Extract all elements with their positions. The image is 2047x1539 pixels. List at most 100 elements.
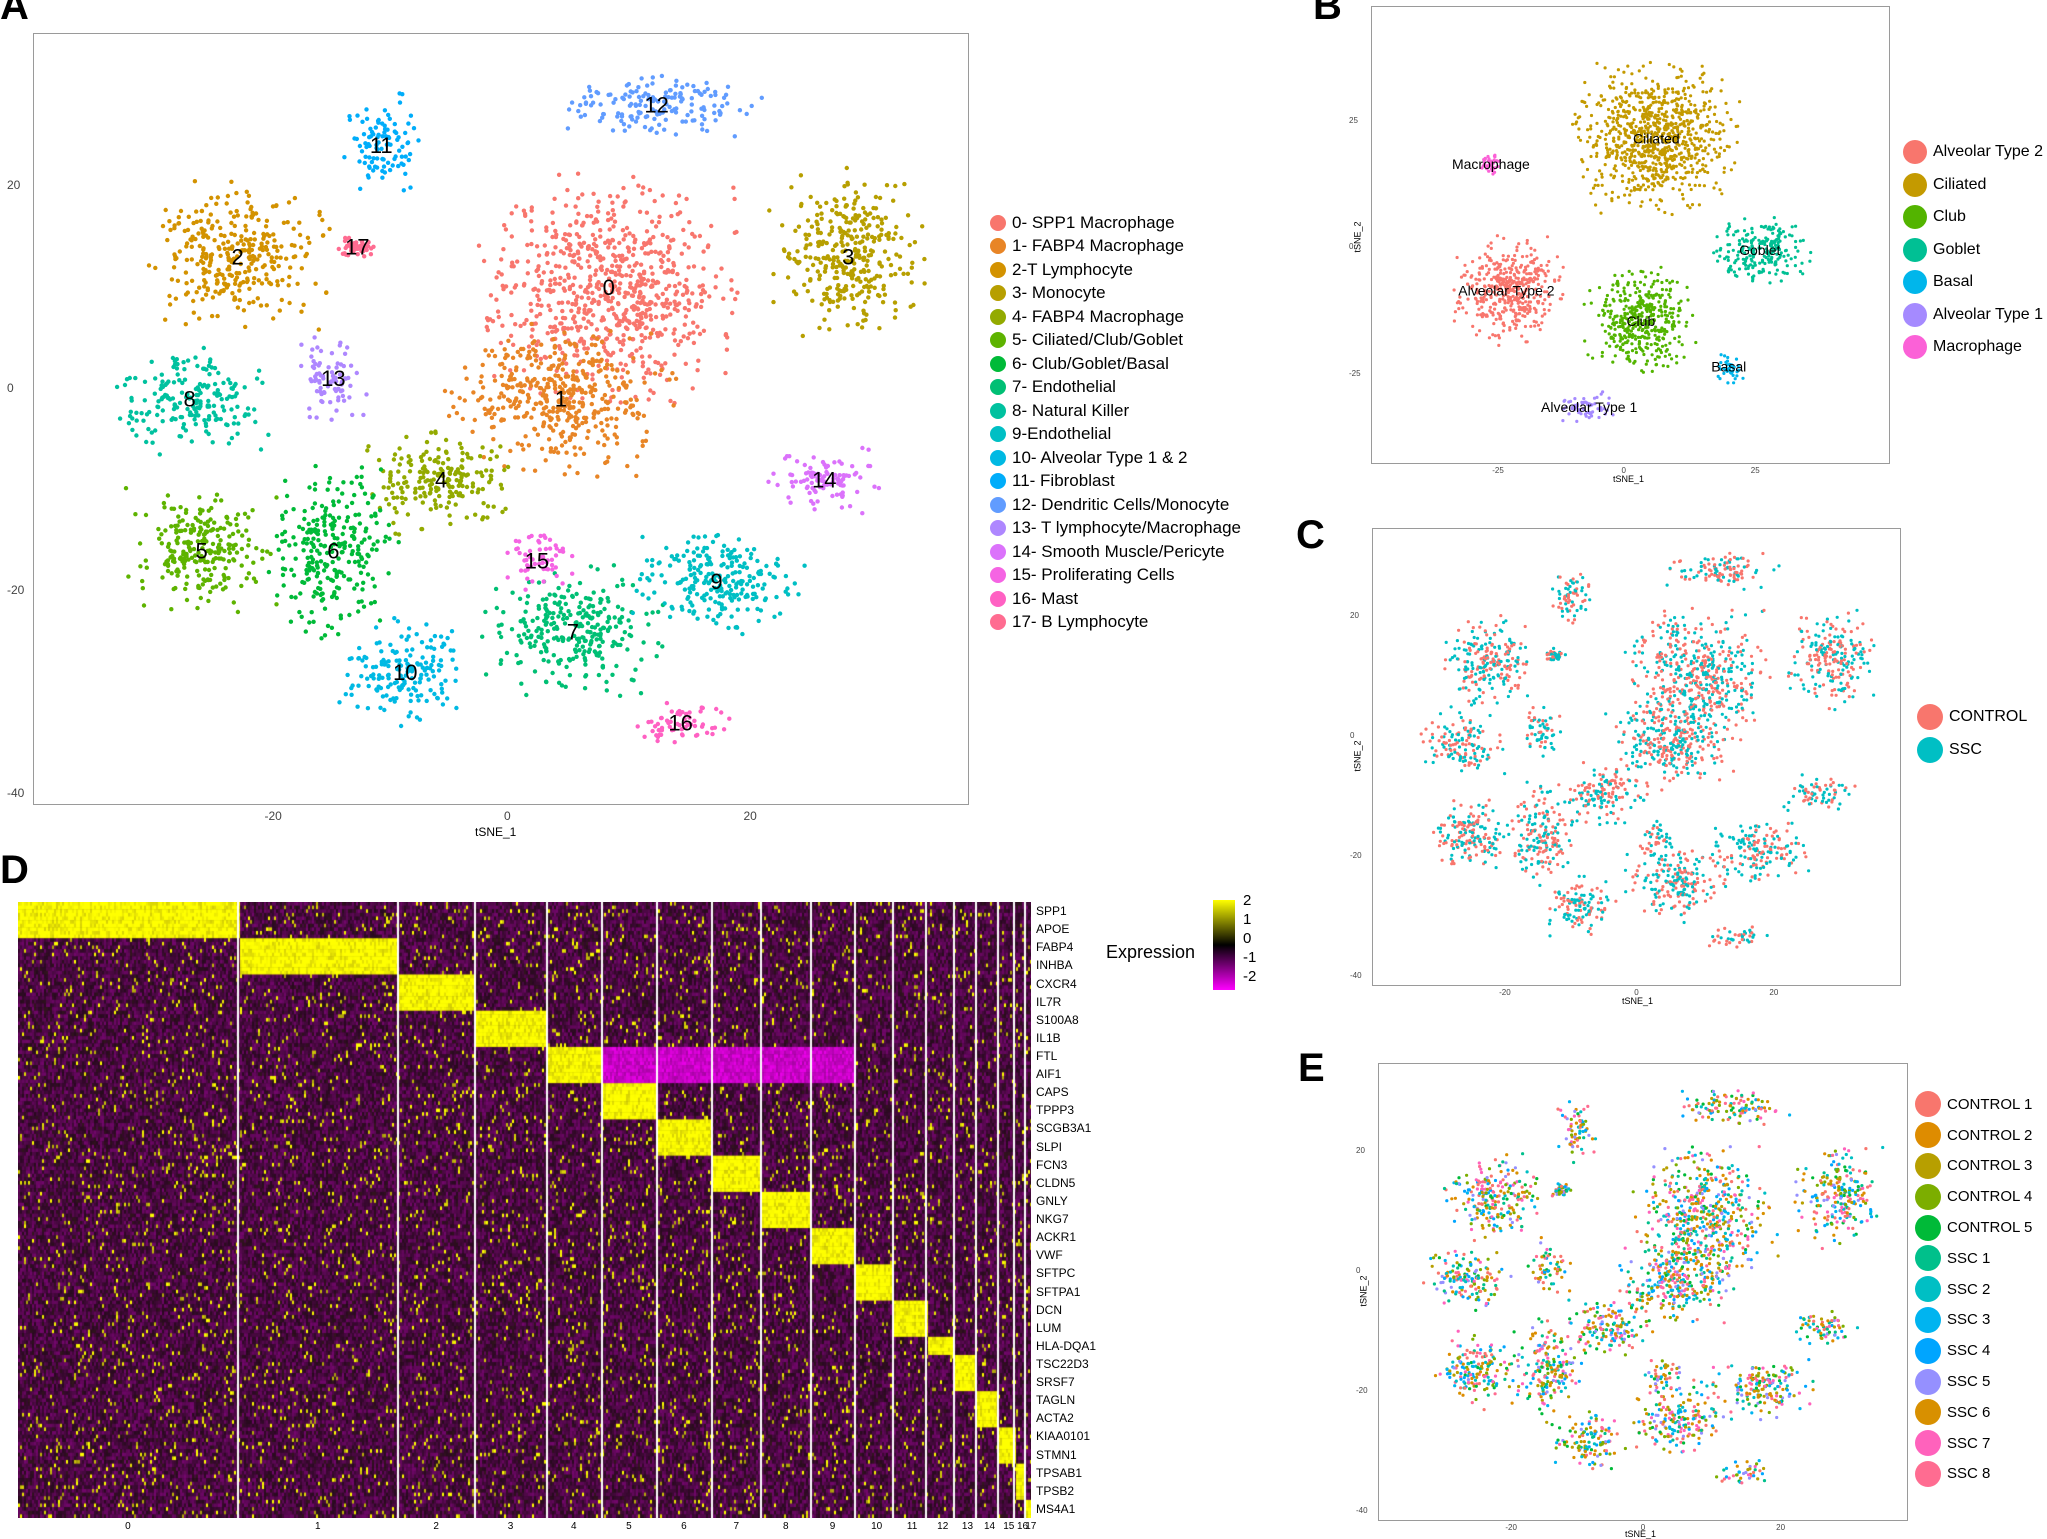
panel-letter-c: C — [1296, 513, 1325, 557]
cluster-label-3: Goblet — [1739, 242, 1780, 258]
y-tick-label: 25 — [1349, 115, 1358, 125]
gene-label: FABP4 — [1036, 940, 1074, 955]
cluster-points-6 — [1510, 1317, 1584, 1424]
legend-item: CONTROL 5 — [1915, 1212, 2032, 1243]
legend-label: 10- Alveolar Type 1 & 2 — [1012, 447, 1188, 467]
legend-label: 9-Endothelial — [1012, 424, 1112, 444]
legend-label: SSC 5 — [1947, 1373, 1991, 1391]
legend-item: 12- Dendritic Cells/Monocyte — [990, 493, 1241, 517]
gene-label: CLDN5 — [1036, 1175, 1076, 1190]
legend-swatch — [1915, 1152, 1941, 1179]
legend-item: CONTROL 1 — [1915, 1089, 2032, 1120]
legend-item: 3- Monocyte — [990, 282, 1241, 306]
cluster-label-12: 12 — [644, 93, 668, 118]
cluster-points-1 — [1604, 697, 1738, 792]
legend-item: SSC 6 — [1915, 1397, 2032, 1428]
legend-label: CONTROL 1 — [1947, 1095, 2033, 1113]
cluster-x-label: 6 — [681, 1521, 687, 1532]
panel-b-xlabel: tSNE_1 — [1613, 474, 1645, 484]
cluster-x-label: 2 — [433, 1521, 439, 1532]
panel-a-xlabel: tSNE_1 — [475, 825, 517, 839]
legend-swatch — [1917, 703, 1943, 730]
cluster-points-5 — [1433, 1329, 1520, 1412]
panel-letter-a: A — [0, 0, 29, 28]
legend-swatch — [1903, 302, 1927, 327]
legend-label: 14- Smooth Muscle/Pericyte — [1012, 541, 1225, 561]
legend-item: 5- Ciliated/Club/Goblet — [990, 329, 1241, 353]
legend-swatch — [1915, 1276, 1941, 1303]
legend-item: 11- Fibroblast — [990, 470, 1241, 494]
legend-swatch — [990, 379, 1006, 396]
cluster-points-0 — [1631, 1145, 1780, 1288]
panel-c-plot-area — [1372, 528, 1901, 986]
legend-label: SSC 8 — [1947, 1465, 1991, 1483]
legend-swatch — [990, 590, 1006, 607]
cluster-points-11 — [1551, 572, 1592, 625]
cluster-points-10 — [1547, 874, 1618, 938]
cluster-label-4: Basal — [1711, 359, 1746, 375]
panel-c-ylabel: tSNE_2 — [1352, 740, 1363, 772]
cluster-points-0 — [1452, 234, 1565, 347]
expression-colorbar — [1213, 900, 1235, 990]
legend-swatch — [1915, 1430, 1941, 1457]
legend-item: SSC — [1917, 733, 2027, 766]
cluster-points-16 — [635, 700, 732, 745]
y-tick-label: -40 — [1350, 971, 1362, 980]
gene-label: TPSAB1 — [1036, 1465, 1083, 1480]
gene-label: IL1B — [1036, 1030, 1061, 1045]
cluster-label-2: 2 — [231, 245, 243, 270]
colorbar-tick: 2 — [1243, 892, 1252, 909]
cluster-points-7 — [1623, 842, 1730, 925]
gene-label: APOE — [1036, 922, 1070, 937]
cluster-points-8 — [114, 345, 271, 457]
cluster-points-6 — [1480, 153, 1502, 176]
x-tick-label: -25 — [1492, 466, 1504, 475]
panel-a-tsne-clusters: 0 1 2 3 4 5 6 7 8 9 10 11 12 13 14 15 16 17 -20 0 20 20 0 -20-… — [0, 0, 1290, 850]
cluster-label-6: 6 — [327, 538, 339, 563]
gene-label: LUM — [1036, 1320, 1062, 1335]
gene-label: NKG7 — [1036, 1212, 1069, 1227]
svgC-points — [1419, 551, 1876, 949]
legend-item: 8- Natural Killer — [990, 399, 1241, 423]
panel-b-legend: Alveolar Type 2 Ciliated Club Goblet Basal Al… — [1903, 136, 2043, 364]
gene-label: TSC22D3 — [1036, 1357, 1089, 1371]
legend-label: SSC — [1949, 740, 1982, 758]
panel-letter-e: E — [1298, 1046, 1325, 1090]
cluster-points-8 — [1419, 711, 1507, 776]
cluster-points-4 — [1716, 353, 1745, 385]
legend-label: 8- Natural Killer — [1012, 400, 1130, 420]
cluster-points-1 — [442, 321, 679, 479]
y-tick-label: -20 — [1350, 851, 1362, 860]
cluster-points-2 — [1582, 265, 1698, 374]
x-tick-label: 20 — [1769, 988, 1779, 997]
cluster-x-label: 16 — [1016, 1521, 1029, 1532]
legend-swatch — [990, 496, 1006, 513]
gene-label: SLPI — [1036, 1139, 1063, 1154]
panel-c-tsne-condition: -20 0 20 20 0 -20 -40 tSNE_1 tSNE_2 CONTROL SSC — [1300, 520, 2047, 1010]
cluster-label-0: 0 — [603, 275, 615, 300]
cluster-points-12 — [565, 73, 764, 139]
legend-label: Goblet — [1933, 240, 1981, 258]
legend-swatch — [990, 285, 1006, 302]
cluster-label-0: Alveolar Type 2 — [1458, 283, 1554, 299]
legend-swatch — [1915, 1183, 1941, 1210]
heatmap-canvas — [18, 902, 1031, 1518]
cluster-points-15 — [1638, 819, 1674, 858]
legend-label: SSC 6 — [1947, 1403, 1991, 1421]
cluster-points-6 — [1510, 780, 1579, 887]
cluster-label-5: Alveolar Type 1 — [1541, 399, 1637, 415]
legend-label: 7- Endothelial — [1012, 377, 1116, 397]
legend-item: 17- B Lymphocyte — [990, 611, 1241, 635]
cluster-points-14 — [766, 445, 882, 516]
legend-swatch — [1903, 237, 1927, 262]
gene-label: TPPP3 — [1036, 1103, 1075, 1118]
gene-label: CXCR4 — [1036, 976, 1077, 991]
cluster-points-14 — [1794, 1309, 1860, 1346]
panel-a-legend: 0- SPP1 Macrophage 1- FABP4 Macrophage 2-T… — [990, 211, 1241, 634]
legend-swatch — [1917, 736, 1943, 763]
legend-item: 13- T lymphocyte/Macrophage — [990, 517, 1241, 541]
colorbar-tick: -2 — [1243, 968, 1257, 985]
legend-item: Club — [1903, 201, 2043, 234]
cluster-x-label: 15 — [1003, 1521, 1015, 1532]
panel-letter-b: B — [1313, 0, 1342, 28]
